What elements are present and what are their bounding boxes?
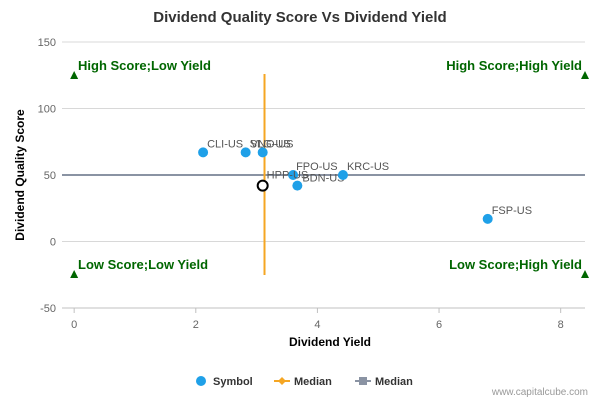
quadrant-labels: High Score;Low Yield High Score;High Yiel… — [70, 58, 589, 278]
median-lines — [62, 74, 585, 275]
legend[interactable]: Symbol Median Median — [196, 376, 413, 388]
triangle-marker-icon — [581, 270, 589, 278]
point-label: FPO-US — [296, 161, 338, 173]
legend-diamond-icon — [278, 377, 286, 385]
y-tick-label: -50 — [40, 303, 56, 315]
x-tick-label: 0 — [71, 319, 77, 331]
scatter-point — [292, 180, 303, 191]
chart-title: Dividend Quality Score Vs Dividend Yield — [153, 9, 446, 26]
scatter-point — [240, 147, 251, 158]
tick-labels: -50 0 50 100 150 0 2 4 6 8 — [38, 37, 564, 331]
legend-dot-icon — [196, 376, 206, 386]
scatter-point — [337, 170, 348, 180]
point-label: FSP-US — [492, 205, 532, 217]
point-label: KRC-US — [347, 161, 389, 173]
point-label: BDN-US — [302, 173, 344, 185]
legend-label: Median — [294, 376, 332, 388]
highlight-point-label: HPP-US — [267, 170, 309, 182]
point-label: VNO-US — [251, 138, 294, 150]
quadrant-label-bottom-right: Low Score;High Yield — [449, 257, 582, 272]
triangle-marker-icon — [70, 270, 79, 278]
x-axis-title: Dividend Yield — [289, 335, 371, 349]
legend-label: Symbol — [213, 376, 253, 388]
scatter-point — [482, 213, 493, 224]
x-tick-label: 2 — [193, 319, 199, 331]
scatter-point — [288, 170, 299, 180]
legend-square-icon — [359, 377, 367, 385]
scatter-point — [198, 147, 209, 158]
y-axis-title: Dividend Quality Score — [13, 109, 27, 241]
quadrant-label-bottom-left: Low Score;Low Yield — [78, 257, 208, 272]
y-tick-label: 50 — [44, 170, 56, 182]
triangle-marker-icon — [581, 71, 589, 79]
x-tick-label: 6 — [436, 319, 442, 331]
scatter-point — [257, 147, 268, 158]
y-tick-label: 0 — [50, 237, 56, 249]
highlight-point — [256, 179, 269, 192]
triangle-marker-icon — [70, 71, 79, 79]
legend-label: Median — [375, 376, 413, 388]
quadrant-label-top-right: High Score;High Yield — [446, 58, 582, 73]
point-label: SLG-US — [250, 138, 291, 150]
y-tick-label: 100 — [38, 104, 56, 116]
x-tick-label: 8 — [558, 319, 564, 331]
quadrant-label-top-left: High Score;Low Yield — [78, 58, 211, 73]
credit-text[interactable]: www.capitalcube.com — [491, 387, 588, 398]
point-label: CLI-US — [207, 138, 243, 150]
y-tick-label: 150 — [38, 37, 56, 49]
x-tick-label: 4 — [314, 319, 320, 331]
